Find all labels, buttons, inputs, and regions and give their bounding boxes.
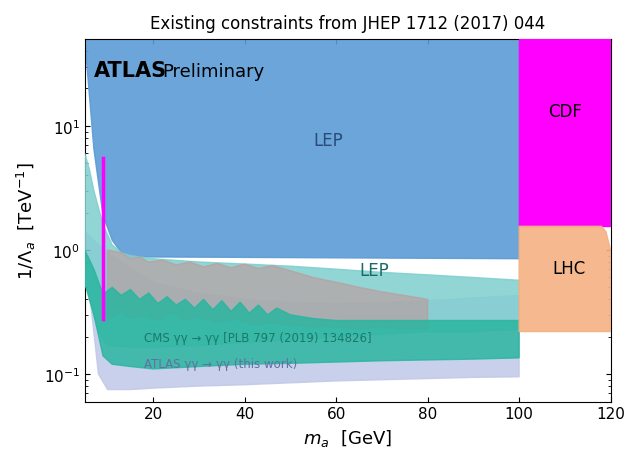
- Text: Preliminary: Preliminary: [163, 63, 265, 81]
- Text: LEP: LEP: [314, 132, 343, 150]
- Polygon shape: [84, 250, 519, 369]
- Polygon shape: [108, 250, 428, 330]
- Polygon shape: [519, 40, 611, 227]
- Text: CDF: CDF: [548, 103, 582, 121]
- Polygon shape: [84, 232, 519, 390]
- Y-axis label: $1/\Lambda_a$  [TeV$^{-1}$]: $1/\Lambda_a$ [TeV$^{-1}$]: [15, 162, 38, 280]
- Polygon shape: [84, 40, 519, 259]
- Polygon shape: [519, 227, 611, 332]
- Text: LHC: LHC: [553, 260, 586, 278]
- Polygon shape: [84, 154, 519, 347]
- X-axis label: $m_a$  [GeV]: $m_a$ [GeV]: [303, 427, 392, 448]
- Title: Existing constraints from JHEP 1712 (2017) 044: Existing constraints from JHEP 1712 (201…: [150, 15, 545, 33]
- Text: ATLAS: ATLAS: [94, 61, 167, 81]
- Text: LEP: LEP: [359, 261, 389, 279]
- Text: CMS γγ → γγ [PLB 797 (2019) 134826]: CMS γγ → γγ [PLB 797 (2019) 134826]: [144, 331, 372, 344]
- Text: ATLAS γγ → γγ (this work): ATLAS γγ → γγ (this work): [144, 357, 298, 370]
